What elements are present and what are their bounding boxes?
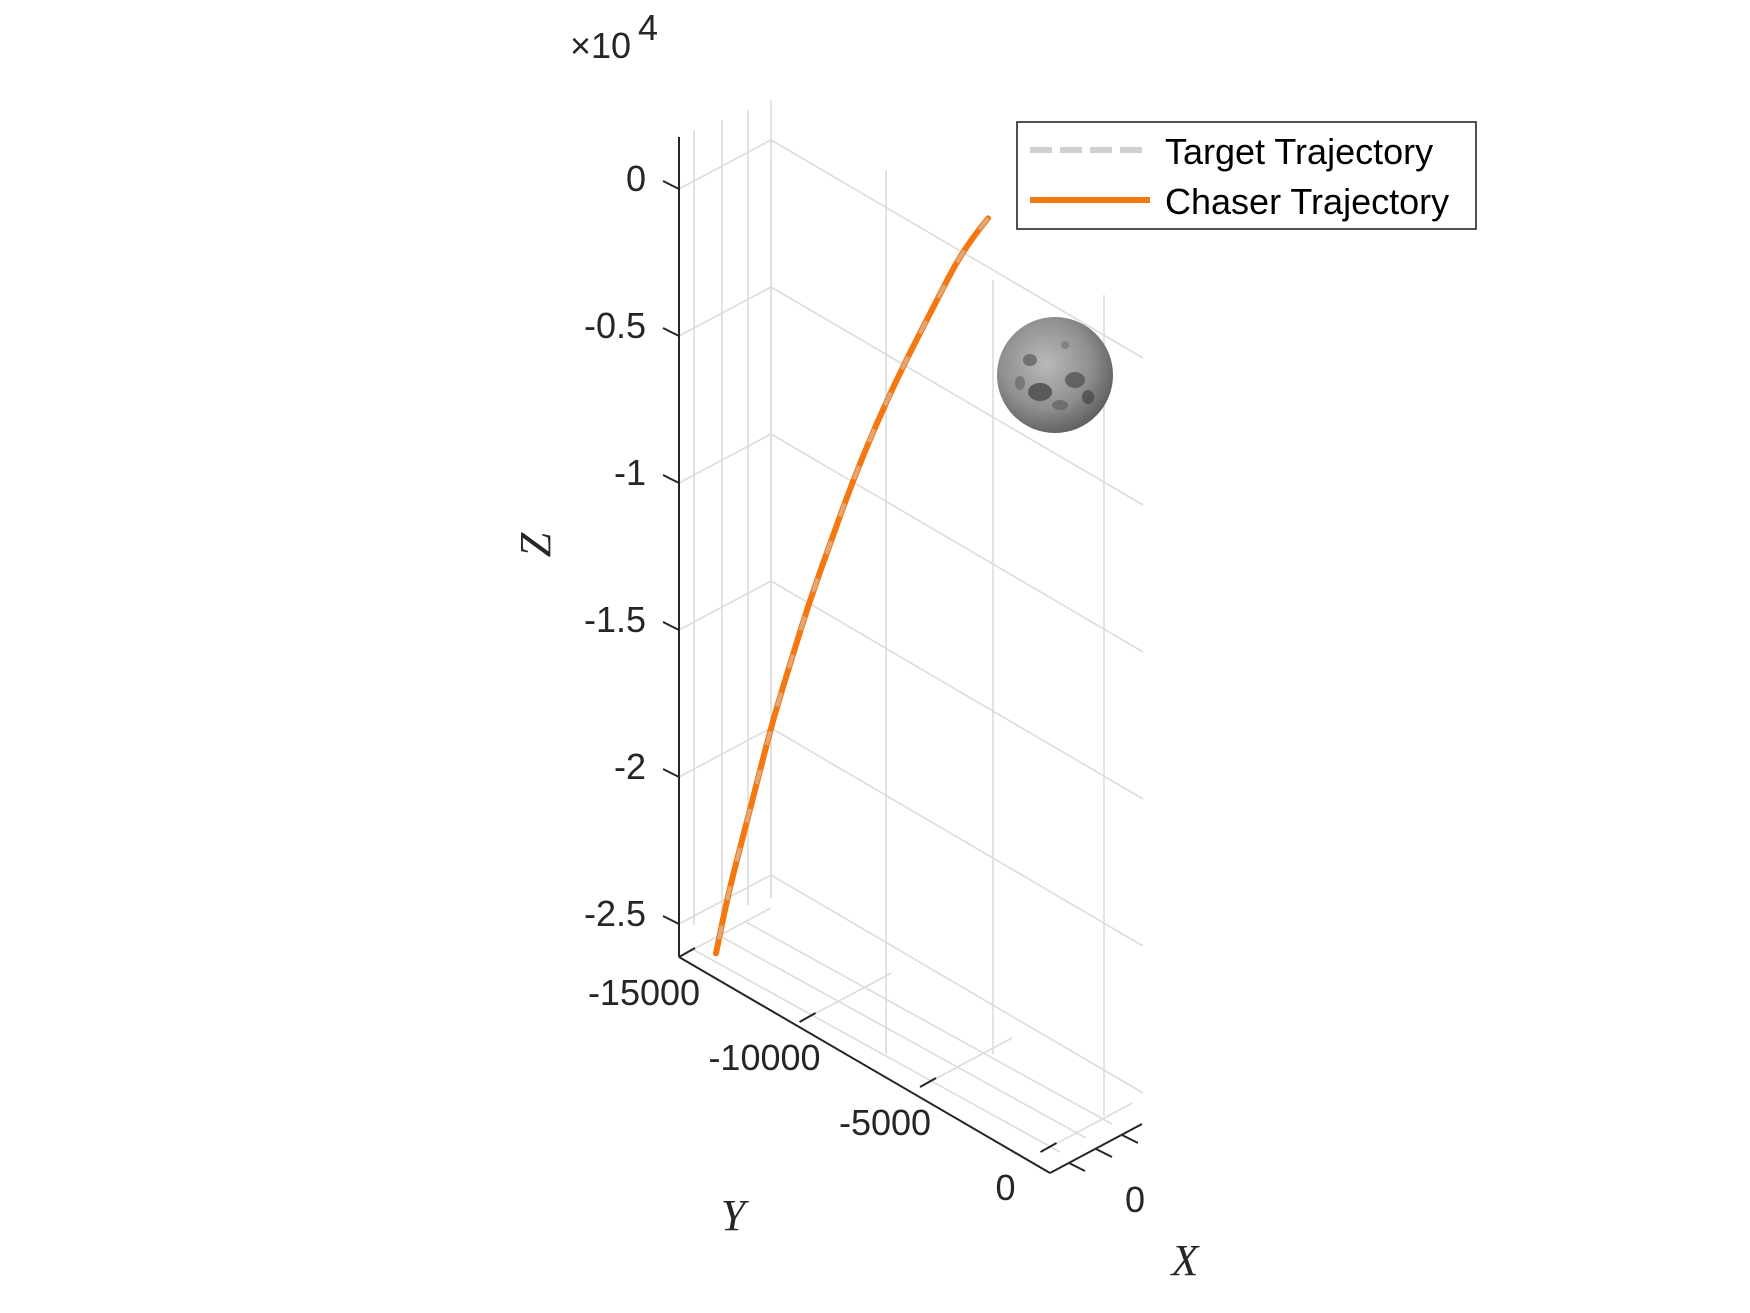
y-tick-3 bbox=[1040, 1142, 1057, 1153]
z-tick-5 bbox=[662, 915, 680, 925]
legend: Target Trajectory Chaser Trajectory bbox=[1016, 121, 1477, 230]
x-tick-label-0: 0 bbox=[1125, 1179, 1145, 1220]
y-tick-1 bbox=[799, 1012, 816, 1023]
y-tick-label-3: 0 bbox=[995, 1167, 1015, 1208]
grid-lines bbox=[678, 100, 1144, 1153]
z-exponent: ×10 4 bbox=[570, 7, 658, 66]
grid-line-z-left-0 bbox=[678, 139, 772, 190]
z-tick-label-3: -1.5 bbox=[584, 599, 646, 640]
z-tick-0 bbox=[662, 180, 680, 190]
x-axis-label: X bbox=[1170, 1236, 1201, 1285]
y-tick-0 bbox=[678, 947, 696, 958]
chaser-trajectory-line bbox=[713, 215, 991, 957]
y-tick-label-2: -5000 bbox=[839, 1102, 931, 1143]
z-tick-label-2: -1 bbox=[614, 452, 646, 493]
z-tick-label-5: -2.5 bbox=[584, 893, 646, 934]
grid-line-floor-x-1 bbox=[719, 935, 1087, 1139]
svg-text:×10: ×10 bbox=[570, 25, 631, 66]
moon-image bbox=[997, 317, 1113, 433]
svg-text:4: 4 bbox=[638, 7, 658, 48]
z-tick-label-0: 0 bbox=[626, 158, 646, 199]
target-trajectory-line bbox=[714, 217, 990, 954]
z-tick-1 bbox=[662, 327, 680, 337]
y-tick-label-0: -15000 bbox=[588, 972, 700, 1013]
grid-line-z-left-4 bbox=[678, 727, 772, 778]
x-tick-0 bbox=[1068, 1162, 1086, 1172]
grid-line-z-left-3 bbox=[678, 580, 772, 631]
grid-line-z-left-1 bbox=[678, 286, 772, 337]
z-tick-2 bbox=[662, 474, 680, 484]
y-tick-2 bbox=[919, 1077, 937, 1088]
grid-line-z-left-2 bbox=[678, 433, 772, 484]
grid-line-z-back-5 bbox=[770, 874, 1144, 1094]
z-tick-3 bbox=[662, 621, 680, 631]
x-axis-line bbox=[1049, 1123, 1143, 1174]
x-tick-2 bbox=[1121, 1134, 1139, 1144]
legend-chaser-label: Chaser Trajectory bbox=[1165, 181, 1449, 222]
y-axis-line bbox=[678, 956, 1051, 1174]
z-tick-label-4: -2 bbox=[614, 746, 646, 787]
grid-line-floor-x-0 bbox=[693, 949, 1061, 1153]
grid-line-z-back-4 bbox=[770, 727, 1144, 947]
y-axis-label: Y bbox=[721, 1191, 750, 1240]
grid-line-z-back-0 bbox=[770, 139, 1144, 359]
legend-target-label: Target Trajectory bbox=[1165, 131, 1433, 172]
z-tick-4 bbox=[662, 768, 680, 778]
axes: 0 -0.5 -1 -1.5 -2 -2.5 -15000-10000 -5000 0 0 bbox=[584, 137, 1145, 1220]
grid-line-floor-x-2 bbox=[745, 921, 1113, 1125]
z-axis-label: Z bbox=[511, 532, 560, 557]
grid-line-z-back-3 bbox=[770, 580, 1144, 800]
y-tick-label-1: -10000 bbox=[708, 1037, 820, 1078]
z-tick-label-1: -0.5 bbox=[584, 305, 646, 346]
x-tick-1 bbox=[1095, 1148, 1113, 1158]
grid-line-z-back-2 bbox=[770, 433, 1144, 653]
trajectories bbox=[713, 215, 991, 957]
grid-line-z-back-1 bbox=[770, 286, 1144, 506]
